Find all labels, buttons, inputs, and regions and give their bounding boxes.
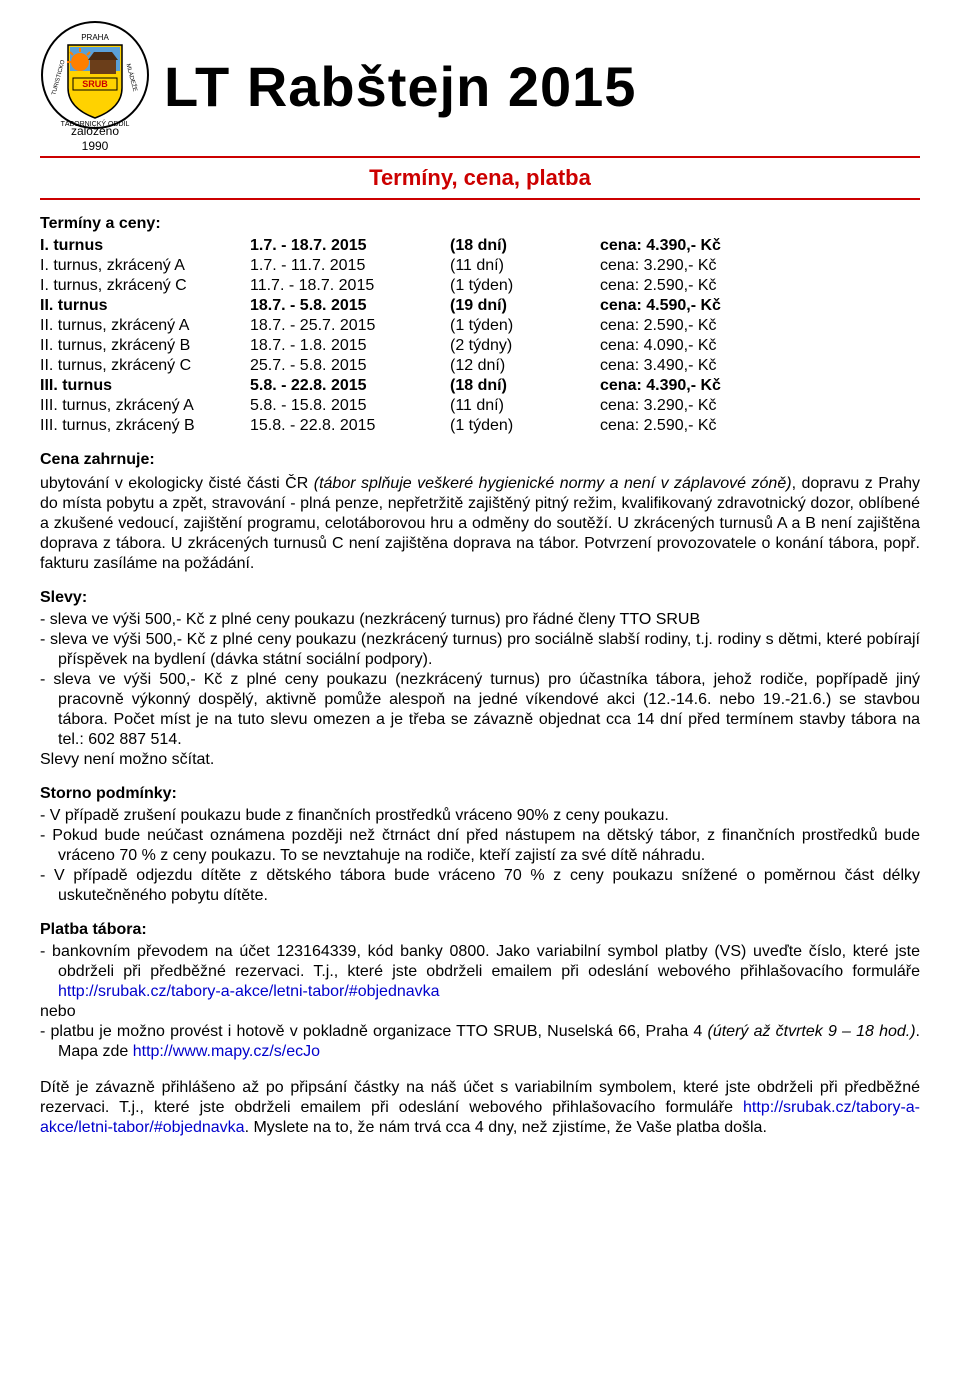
table-cell: (1 týden) [450,276,600,296]
svg-text:SRUB: SRUB [82,79,108,89]
list-item: sleva ve výši 500,- Kč z plné ceny pouka… [40,670,920,750]
table-cell: cena: 3.490,- Kč [600,356,920,376]
page-title: LT Rabštejn 2015 [164,52,636,122]
table-cell: 1.7. - 11.7. 2015 [250,256,450,276]
table-row: II. turnus, zkrácený B18.7. - 1.8. 2015(… [40,336,920,356]
list-item: sleva ve výši 500,- Kč z plné ceny pouka… [40,630,920,670]
list-item: sleva ve výši 500,- Kč z plné ceny pouka… [40,610,920,630]
payment2-link[interactable]: http://www.mapy.cz/s/ecJo [133,1043,320,1060]
payment-or: nebo [40,1002,920,1022]
table-cell: (19 dní) [450,296,600,316]
table-cell: 1.7. - 18.7. 2015 [250,236,450,256]
table-cell: cena: 2.590,- Kč [600,416,920,436]
list-item: Pokud bude neúčast oznámena později než … [40,826,920,866]
table-cell: 18.7. - 1.8. 2015 [250,336,450,356]
table-cell: (11 dní) [450,256,600,276]
table-cell: cena: 3.290,- Kč [600,256,920,276]
table-row: I. turnus, zkrácený C11.7. - 18.7. 2015(… [40,276,920,296]
storno-list: V případě zrušení poukazu bude z finančn… [40,806,920,906]
founded-label: založeno 1990 [71,124,119,154]
discounts-list: sleva ve výši 500,- Kč z plné ceny pouka… [40,610,920,750]
table-cell: (2 týdny) [450,336,600,356]
payment1-link[interactable]: http://srubak.cz/tabory-a-akce/letni-tab… [58,983,440,1000]
table-cell: III. turnus [40,376,250,396]
price-includes-heading: Cena zahrnuje: [40,450,920,470]
table-cell: (12 dní) [450,356,600,376]
table-cell: cena: 4.390,- Kč [600,376,920,396]
terms-table: I. turnus1.7. - 18.7. 2015(18 dní)cena: … [40,236,920,436]
svg-text:PRAHA: PRAHA [81,33,109,42]
payment-list-2: platbu je možno provést i hotově v pokla… [40,1022,920,1062]
table-cell: cena: 3.290,- Kč [600,396,920,416]
document-header: PRAHA SRUB TÁBORNICKÝ ODDÍL TURISTICKO M [40,20,920,154]
price-includes-text: ubytování v ekologicky čisté části ČR (t… [40,474,920,574]
payment1-pre: bankovním převodem na účet 123164339, kó… [52,943,920,980]
table-cell: III. turnus, zkrácený A [40,396,250,416]
table-cell: (18 dní) [450,236,600,256]
table-cell: cena: 2.590,- Kč [600,316,920,336]
table-cell: 5.8. - 15.8. 2015 [250,396,450,416]
payment2-pre: platbu je možno provést i hotově v pokla… [51,1023,708,1040]
table-row: II. turnus18.7. - 5.8. 2015(19 dní)cena:… [40,296,920,316]
logo-block: PRAHA SRUB TÁBORNICKÝ ODDÍL TURISTICKO M [40,20,150,154]
table-cell: I. turnus, zkrácený A [40,256,250,276]
list-item: V případě odjezdu dítěte z dětského tábo… [40,866,920,906]
storno-heading: Storno podmínky: [40,784,920,804]
table-cell: II. turnus, zkrácený B [40,336,250,356]
table-cell: 11.7. - 18.7. 2015 [250,276,450,296]
table-cell: III. turnus, zkrácený B [40,416,250,436]
table-cell: cena: 4.590,- Kč [600,296,920,316]
table-cell: I. turnus [40,236,250,256]
table-row: II. turnus, zkrácený C25.7. - 5.8. 2015(… [40,356,920,376]
table-cell: cena: 2.590,- Kč [600,276,920,296]
table-cell: (18 dní) [450,376,600,396]
divider-bottom [40,198,920,200]
footer-paragraph: Dítě je závazně přihlášeno až po připsán… [40,1078,920,1138]
footer-text2: . Myslete na to, že nám trvá cca 4 dny, … [245,1119,767,1136]
founded-line1: založeno [71,124,119,138]
payment-list: bankovním převodem na účet 123164339, kó… [40,942,920,1002]
table-cell: II. turnus, zkrácený A [40,316,250,336]
table-cell: (1 týden) [450,416,600,436]
table-row: III. turnus5.8. - 22.8. 2015(18 dní)cena… [40,376,920,396]
table-cell: II. turnus [40,296,250,316]
table-row: III. turnus, zkrácený B15.8. - 22.8. 201… [40,416,920,436]
table-cell: (1 týden) [450,316,600,336]
table-cell: II. turnus, zkrácený C [40,356,250,376]
table-row: I. turnus, zkrácený A1.7. - 11.7. 2015(1… [40,256,920,276]
table-cell: cena: 4.090,- Kč [600,336,920,356]
club-logo-icon: PRAHA SRUB TÁBORNICKÝ ODDÍL TURISTICKO M [40,20,150,130]
discounts-heading: Slevy: [40,588,920,608]
divider-top [40,156,920,158]
table-row: II. turnus, zkrácený A18.7. - 25.7. 2015… [40,316,920,336]
table-cell: (11 dní) [450,396,600,416]
table-cell: 25.7. - 5.8. 2015 [250,356,450,376]
founded-line2: 1990 [82,139,109,153]
table-row: I. turnus1.7. - 18.7. 2015(18 dní)cena: … [40,236,920,256]
list-item: V případě zrušení poukazu bude z finančn… [40,806,920,826]
table-cell: I. turnus, zkrácený C [40,276,250,296]
pi-part1: ubytování v ekologicky čisté části ČR [40,475,314,492]
table-row: III. turnus, zkrácený A5.8. - 15.8. 2015… [40,396,920,416]
table-cell: 18.7. - 25.7. 2015 [250,316,450,336]
table-cell: 5.8. - 22.8. 2015 [250,376,450,396]
table-cell: 15.8. - 22.8. 2015 [250,416,450,436]
page-subtitle: Termíny, cena, platba [40,164,920,192]
discounts-footer: Slevy není možno sčítat. [40,750,920,770]
terms-heading: Termíny a ceny: [40,214,920,234]
payment-item-1: bankovním převodem na účet 123164339, kó… [40,942,920,1002]
table-cell: 18.7. - 5.8. 2015 [250,296,450,316]
payment2-italic: (úterý až čtvrtek 9 – 18 hod.) [708,1023,916,1040]
pi-italic: (tábor splňuje veškeré hygienické normy … [314,475,792,492]
payment-heading: Platba tábora: [40,920,920,940]
payment-item-2: platbu je možno provést i hotově v pokla… [40,1022,920,1062]
table-cell: cena: 4.390,- Kč [600,236,920,256]
